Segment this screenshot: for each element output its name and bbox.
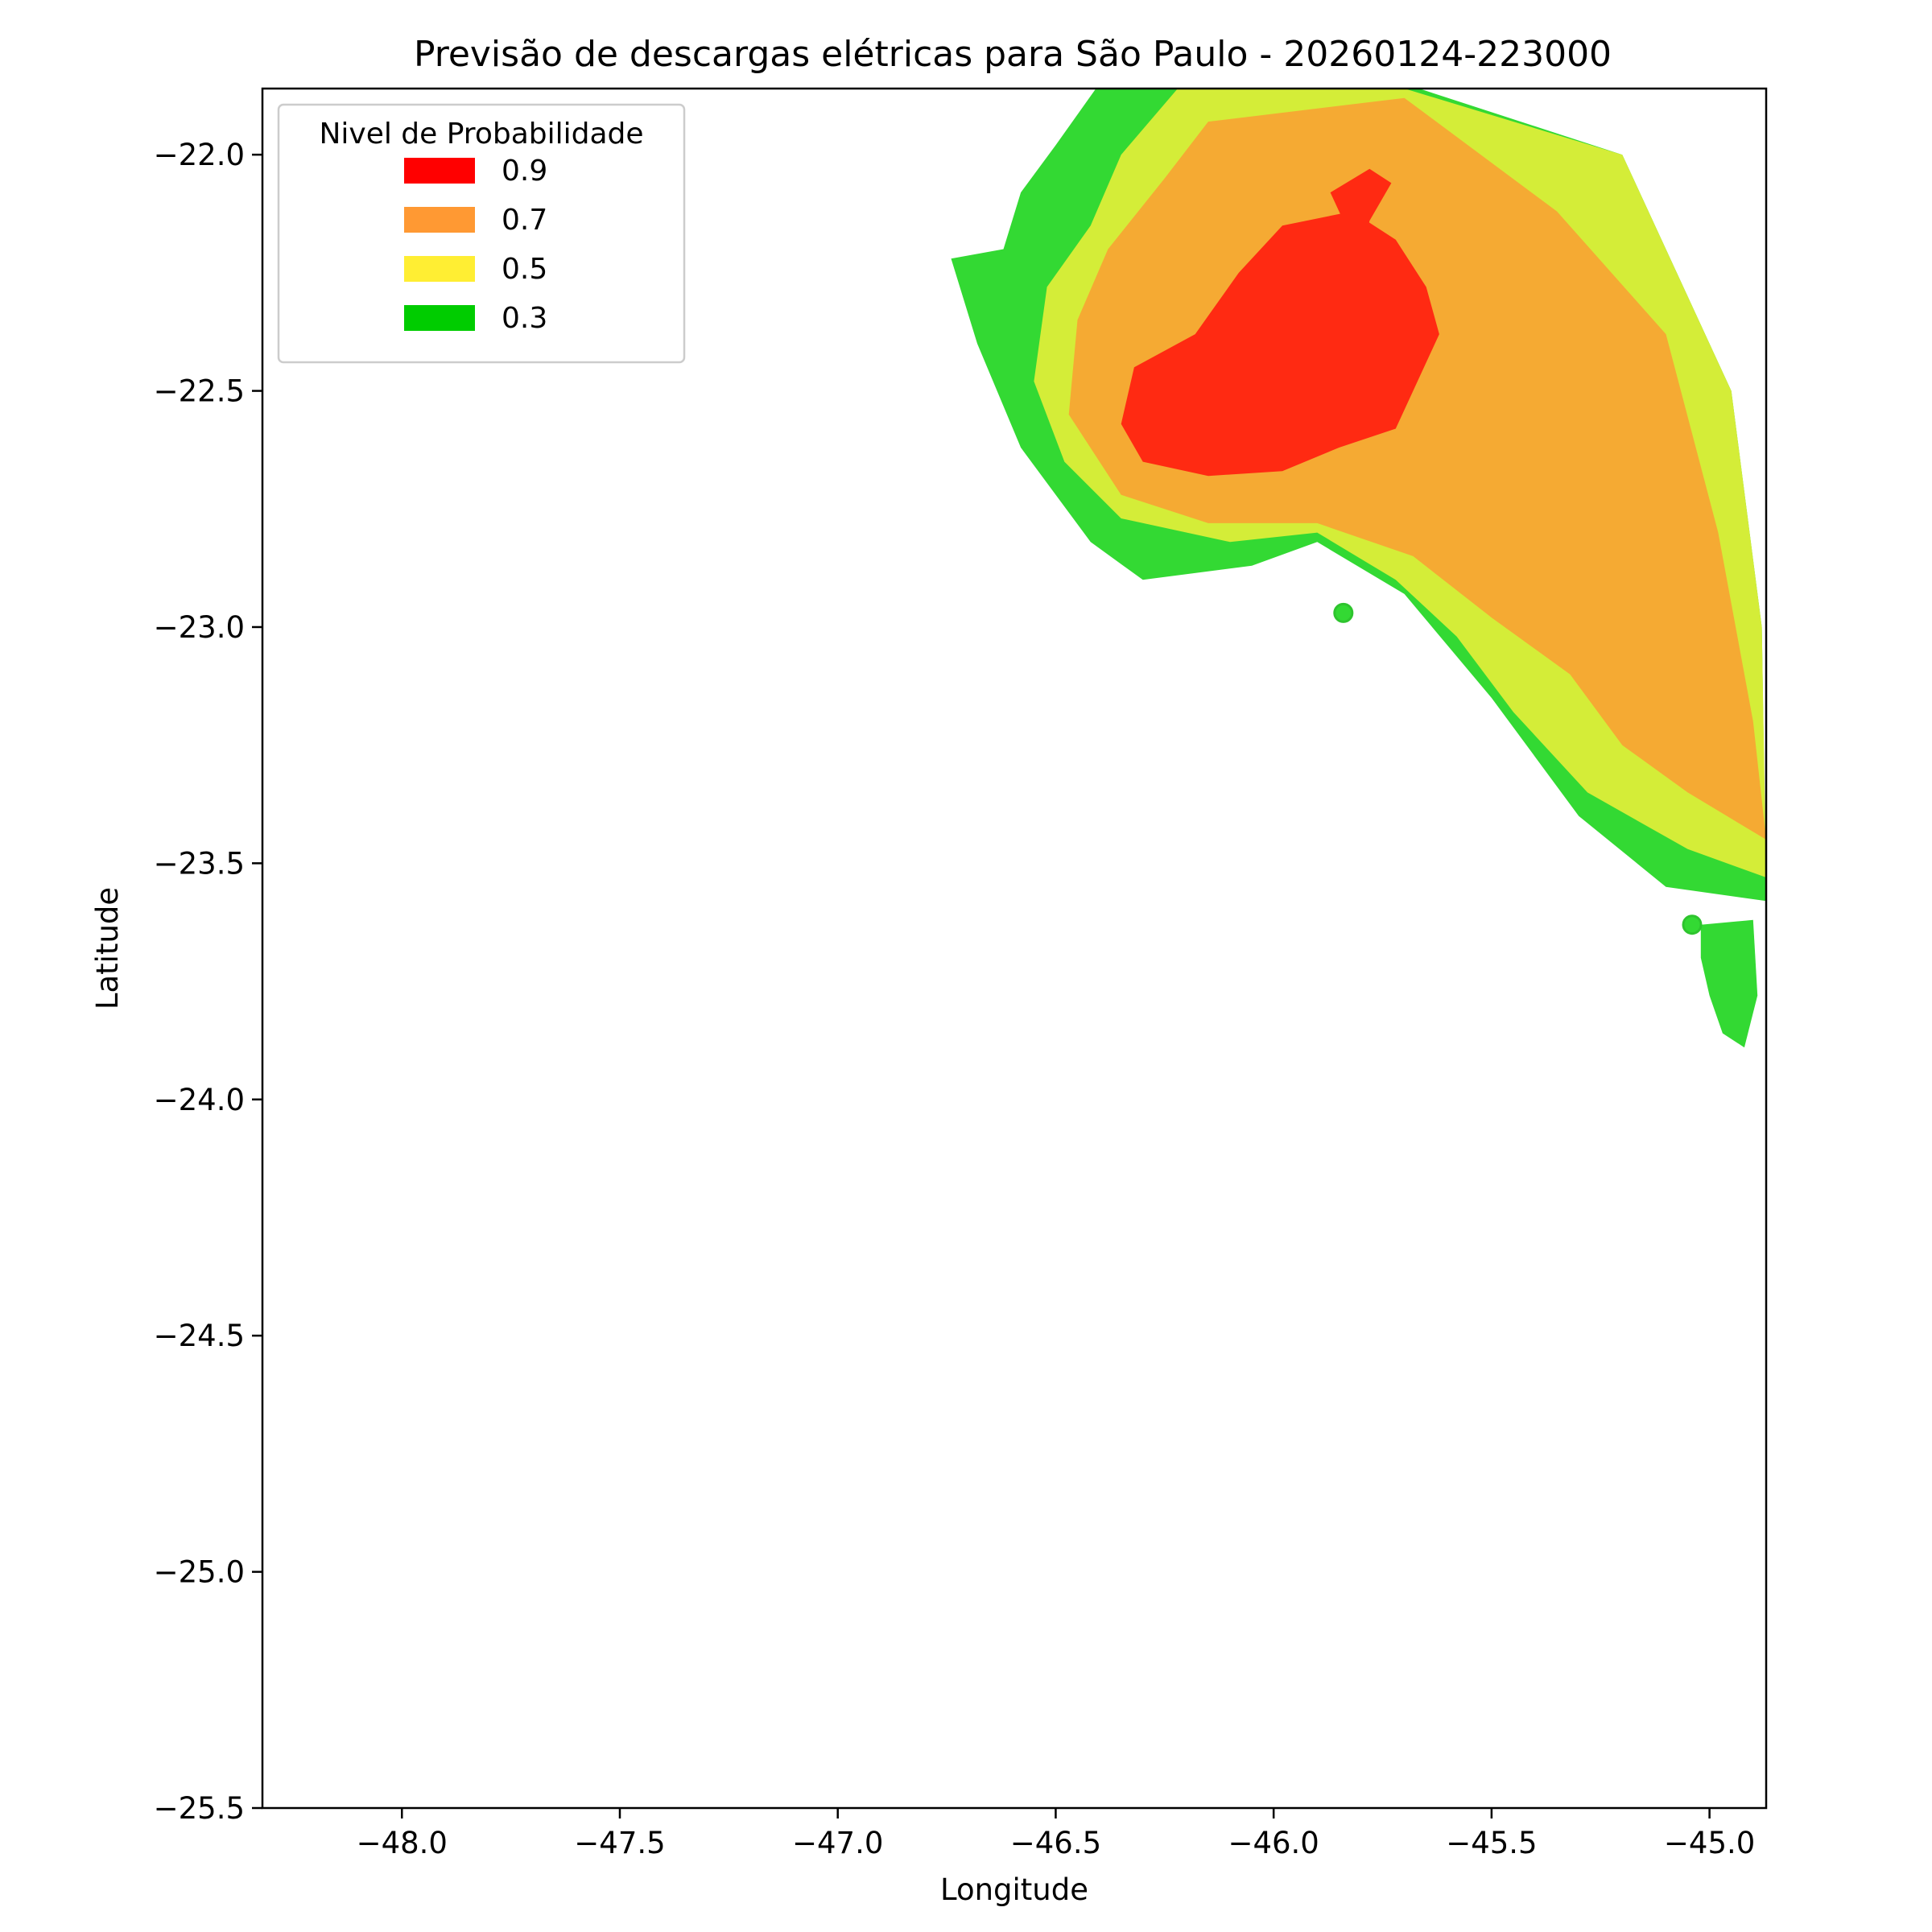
x-tick-label: −45.5 <box>1446 1826 1537 1860</box>
legend-swatch <box>404 305 475 331</box>
contour-region-3-0 <box>1121 211 1439 477</box>
x-tick-label: −47.5 <box>574 1826 665 1860</box>
legend-label: 0.5 <box>502 253 547 286</box>
legend-label: 0.7 <box>502 204 547 237</box>
x-tick-label: −48.0 <box>357 1826 448 1860</box>
legend-swatch <box>404 256 475 282</box>
contour-region-4-0 <box>1700 919 1758 1048</box>
y-axis-ticks: −22.0 −22.5 −23.0 −23.5 −24.0 −24.5 −25.0 −25.5 <box>154 138 262 1826</box>
legend-entries: 0.9 0.7 0.5 0.3 <box>404 155 547 335</box>
x-tick-label: −47.0 <box>792 1826 883 1860</box>
contour-region-3-1 <box>1330 168 1392 259</box>
y-tick-label: −23.0 <box>154 610 245 645</box>
legend-label: 0.9 <box>502 155 547 188</box>
x-tick-label: −45.0 <box>1664 1826 1755 1860</box>
plot-frame <box>261 87 1768 1810</box>
legend-swatch <box>404 158 475 184</box>
y-tick-label: −25.0 <box>154 1555 245 1590</box>
contour-point-1 <box>1682 914 1703 935</box>
legend-swatch <box>404 207 475 233</box>
x-axis-ticks: −48.0 −47.5 −47.0 −46.5 −46.0 −45.5 −45.0 <box>357 1808 1755 1860</box>
contour-point-0 <box>1333 602 1354 623</box>
legend-label: 0.3 <box>502 302 547 335</box>
contour-layers <box>951 89 1766 1048</box>
y-tick-label: −22.0 <box>154 138 245 172</box>
contour-points <box>1333 602 1703 935</box>
x-axis-label: Longitude <box>940 1872 1088 1907</box>
y-tick-label: −22.5 <box>154 374 245 409</box>
legend-box <box>277 103 686 364</box>
y-tick-label: −23.5 <box>154 846 245 881</box>
x-tick-label: −46.0 <box>1228 1826 1319 1860</box>
y-axis-label: Latitude <box>90 887 125 1009</box>
y-tick-label: −25.5 <box>154 1791 245 1826</box>
chart-title: Previsão de descargas elétricas para São… <box>414 34 1612 75</box>
legend: Nivel de Probabilidade 0.9 0.7 0.5 0.3 <box>277 103 686 364</box>
x-tick-label: −46.5 <box>1010 1826 1101 1860</box>
y-tick-label: −24.5 <box>154 1319 245 1353</box>
legend-title: Nivel de Probabilidade <box>319 118 643 151</box>
y-tick-label: −24.0 <box>154 1083 245 1117</box>
